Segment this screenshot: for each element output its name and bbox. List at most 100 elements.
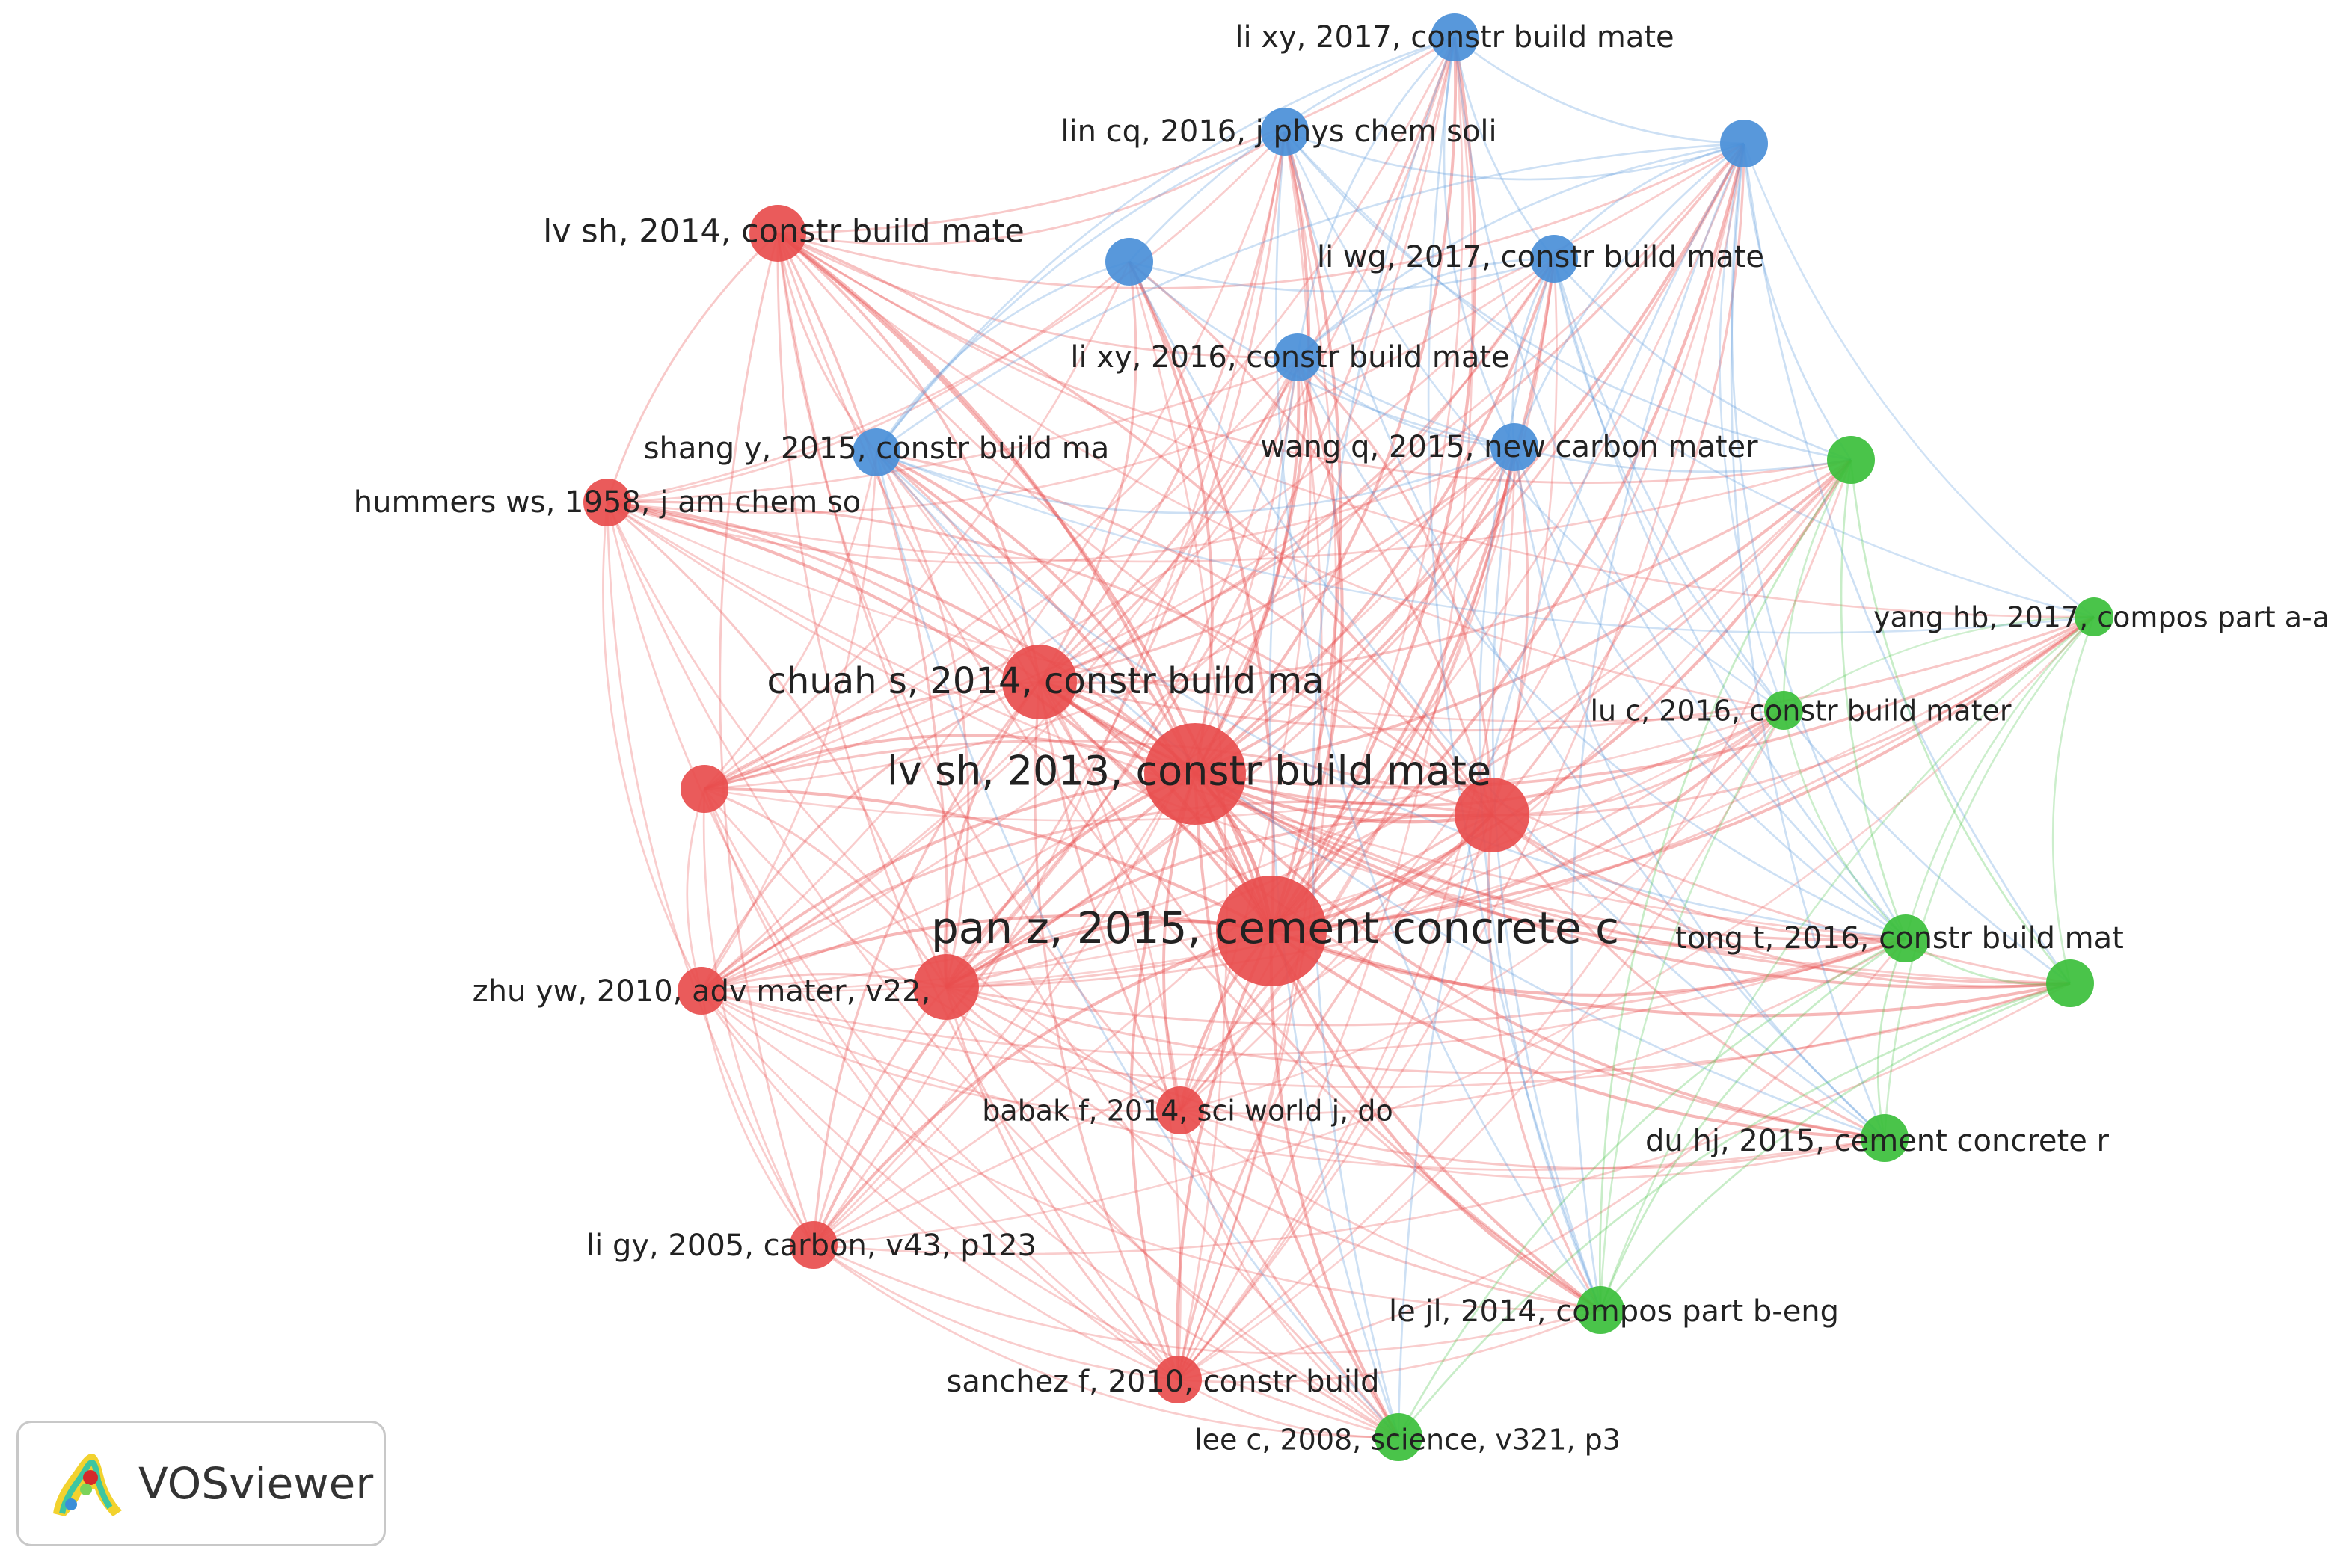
- citation-link: [1311, 37, 1456, 1438]
- citation-link: [704, 143, 1745, 790]
- citation-link: [777, 232, 1493, 816]
- citation-link: [875, 452, 1885, 1140]
- citation-link: [700, 772, 1196, 992]
- citation-link: [875, 36, 1455, 453]
- node-tong2016[interactable]: [1882, 914, 1929, 962]
- citation-link: [1039, 357, 1299, 683]
- node-blue_unl2[interactable]: [1720, 120, 1768, 167]
- citation-link: [701, 37, 1456, 992]
- citation-link: [777, 36, 1455, 235]
- node-green_unl1[interactable]: [1827, 436, 1875, 484]
- citation-link: [1177, 1309, 1601, 1383]
- citation-link: [704, 452, 878, 790]
- citation-link: [812, 986, 948, 1246]
- network-nodes: [583, 13, 2113, 1461]
- citation-link: [607, 500, 1493, 817]
- node-label-ligy2005: li gy, 2005, carbon, v43, p123: [586, 1229, 1037, 1263]
- node-green_unl2[interactable]: [2046, 959, 2094, 1007]
- citation-link: [1487, 814, 1602, 1311]
- network-edges: [602, 36, 2095, 1439]
- citation-link: [704, 734, 1196, 790]
- citation-link: [701, 982, 2071, 1089]
- citation-link: [607, 501, 1784, 723]
- citation-link: [1128, 261, 1885, 1140]
- citation-link: [1176, 258, 1558, 1380]
- citation-link: [1194, 143, 1745, 775]
- citation-link: [704, 446, 1515, 790]
- node-zhu2010[interactable]: [678, 967, 725, 1015]
- citation-link: [875, 260, 1130, 453]
- citation-link: [876, 452, 1906, 940]
- citation-link: [813, 143, 1745, 1246]
- node-wang2015[interactable]: [1490, 423, 1538, 471]
- node-label-sanchez2010: sanchez f, 2010, constr build: [947, 1365, 1380, 1399]
- citation-link: [686, 788, 706, 991]
- node-label-lv2013: lv sh, 2013, constr build mate: [887, 748, 1491, 795]
- node-babak2014[interactable]: [1156, 1086, 1204, 1134]
- citation-link: [1128, 261, 1214, 775]
- node-lv2014[interactable]: [749, 205, 806, 262]
- node-sanchez2010[interactable]: [1154, 1356, 1202, 1403]
- node-lv2013[interactable]: [1144, 723, 1246, 825]
- citation-link: [607, 501, 1197, 775]
- citation-link: [876, 451, 1493, 817]
- citation-link: [777, 232, 2095, 618]
- citation-link: [1599, 616, 2095, 1311]
- citation-link: [776, 232, 1197, 775]
- node-luc2016[interactable]: [1764, 691, 1803, 730]
- citation-link: [1177, 459, 1852, 1381]
- node-shang2015[interactable]: [853, 428, 900, 476]
- citation-link: [1176, 814, 1493, 1380]
- citation-link: [1194, 446, 1516, 775]
- node-lee2008[interactable]: [1375, 1413, 1422, 1461]
- node-red_unl1[interactable]: [1455, 778, 1529, 852]
- citation-link: [1553, 258, 2071, 985]
- citation-link: [1570, 143, 1745, 1311]
- citation-link: [945, 143, 1745, 989]
- node-red_unl3[interactable]: [681, 765, 728, 813]
- citation-link: [1177, 1378, 1399, 1439]
- citation-link: [1284, 130, 1745, 181]
- citation-link: [701, 914, 1272, 992]
- node-red_unl2[interactable]: [913, 954, 979, 1020]
- node-le2014[interactable]: [1576, 1286, 1624, 1334]
- citation-link: [1511, 258, 1556, 448]
- citation-link: [813, 357, 1299, 1246]
- node-label-chuah2014: chuah s, 2014, constr build ma: [767, 660, 1324, 702]
- node-lixy2017[interactable]: [1431, 13, 1479, 61]
- node-lincq2016[interactable]: [1261, 108, 1309, 156]
- citation-link: [1876, 938, 1907, 1139]
- citation-link: [1491, 446, 1602, 1311]
- node-label-lincq2016: lin cq, 2016, j phys chem soli: [1060, 114, 1496, 149]
- node-label-liwg2017: li wg, 2017, constr build mate: [1317, 240, 1764, 274]
- citation-link: [945, 446, 1516, 989]
- citation-link: [1270, 357, 1344, 932]
- citation-link: [700, 990, 1399, 1439]
- node-yang2017[interactable]: [2075, 597, 2113, 636]
- citation-link: [1297, 356, 1852, 473]
- citation-link: [1297, 142, 1745, 358]
- citation-link: [777, 232, 1298, 359]
- citation-link: [1271, 929, 1906, 997]
- node-label-hummers1958: hummers ws, 1958, j am chem so: [354, 485, 861, 520]
- citation-link: [812, 929, 1272, 1246]
- citation-link: [1730, 143, 1886, 1139]
- node-hummers1958[interactable]: [583, 479, 631, 526]
- citation-link: [701, 459, 1852, 992]
- node-liwg2017[interactable]: [1530, 235, 1578, 283]
- citation-link: [1397, 937, 1906, 1438]
- node-blue_unl1[interactable]: [1105, 238, 1153, 286]
- node-du2015[interactable]: [1861, 1114, 1909, 1162]
- node-label-du2015: du hj, 2015, cement concrete r: [1645, 1124, 2109, 1158]
- node-chuah2014[interactable]: [1002, 645, 1077, 719]
- citation-link: [1443, 37, 1516, 448]
- node-lixy2016[interactable]: [1274, 333, 1321, 381]
- citation-link: [876, 446, 1515, 514]
- citation-link: [1179, 1110, 1399, 1439]
- citation-link: [1129, 257, 1555, 293]
- citation-link: [1176, 131, 1337, 1380]
- node-ligy2005[interactable]: [790, 1221, 838, 1269]
- citation-link: [1039, 615, 2095, 732]
- node-pan2015[interactable]: [1216, 876, 1327, 986]
- citation-link: [1553, 142, 1745, 259]
